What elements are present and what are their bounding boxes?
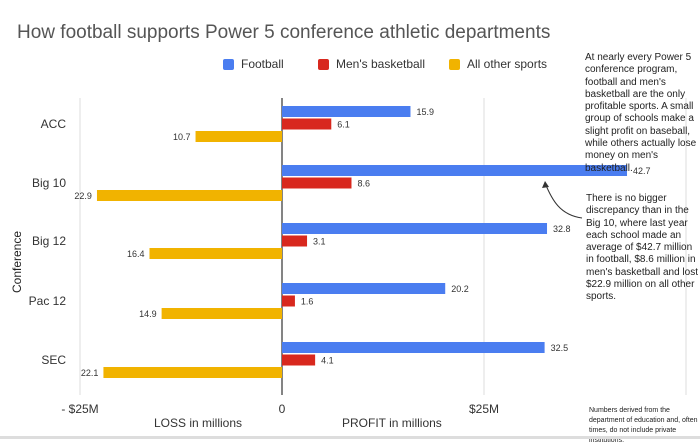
data-label: 1.6 [301, 297, 314, 307]
x-axis-label-loss: LOSS in millions [154, 416, 243, 430]
bar [282, 283, 446, 294]
legend-other-sports: All other sports [449, 57, 547, 71]
data-label: 16.4 [127, 249, 145, 259]
data-label: 14.9 [139, 309, 157, 319]
bar [96, 190, 282, 201]
chart-title: How football supports Power 5 conference… [17, 22, 551, 43]
data-label: 10.7 [173, 132, 191, 142]
bar [282, 118, 332, 130]
data-label: 4.1 [321, 356, 334, 366]
category-label: Big 12 [32, 234, 66, 248]
x-tick-label: 0 [279, 402, 286, 416]
bar [282, 235, 308, 247]
data-label: 22.9 [74, 191, 92, 201]
legend-label: Men's basketball [336, 57, 426, 71]
data-label: 15.9 [416, 107, 434, 117]
bar [195, 131, 282, 142]
data-label: 42.7 [633, 166, 651, 176]
bar [282, 342, 545, 353]
bar [161, 308, 282, 319]
legend-mens-basketball: Men's basketball [318, 57, 425, 71]
data-label: 8.6 [357, 179, 370, 189]
category-label: SEC [41, 353, 66, 367]
bar [282, 295, 295, 307]
category-label: Big 10 [32, 176, 66, 190]
y-axis-label: Conference [10, 230, 25, 294]
legend-swatch-football [223, 58, 234, 70]
bar [149, 248, 282, 259]
annotation-summary: At nearly every Power 5 conference progr… [585, 52, 697, 174]
x-tick-label: $25M [469, 402, 499, 416]
data-label: 32.8 [553, 224, 571, 234]
bar [282, 354, 316, 366]
bar [282, 177, 352, 189]
annotation-arrow [544, 182, 583, 219]
category-label: ACC [41, 117, 67, 131]
legend-label: Football [241, 57, 284, 71]
footnote: Numbers derived from the department of e… [589, 407, 698, 444]
legend-label: All other sports [467, 57, 548, 71]
arrow-head-icon [542, 181, 549, 188]
data-label: 6.1 [337, 120, 350, 130]
x-axis-label-profit: PROFIT in millions [342, 416, 442, 430]
data-label: 22.1 [81, 368, 99, 378]
x-tick-label: - $25M [61, 402, 98, 416]
annotation-big10: There is no bigger discrepancy than in t… [586, 193, 698, 303]
data-label: 20.2 [451, 284, 469, 294]
bar [282, 223, 548, 234]
legend-swatch-other-sports [449, 58, 460, 70]
legend-football: Football [223, 57, 284, 71]
category-label: Pac 12 [29, 294, 67, 308]
data-label: 32.5 [551, 343, 569, 353]
bar [282, 106, 411, 117]
data-label: 3.1 [313, 237, 326, 247]
legend-swatch-mens-basketball [318, 58, 329, 70]
bar [103, 367, 282, 378]
bottom-border [0, 436, 700, 439]
bar [282, 165, 628, 176]
